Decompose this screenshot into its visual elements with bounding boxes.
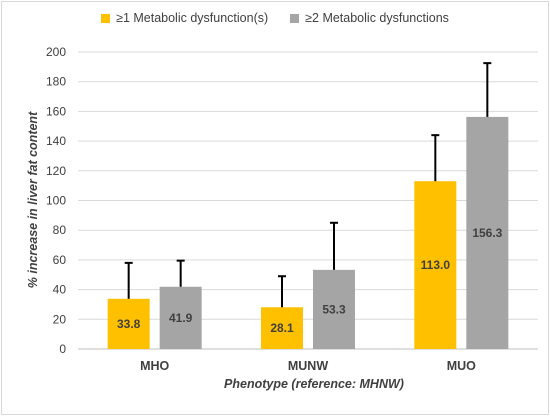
y-tick-label: 40 (53, 283, 67, 297)
bar-2-munw (313, 269, 355, 349)
data-label: 53.3 (322, 302, 346, 316)
legend-label-series-1: ≥1 Metabolic dysfunction(s) (116, 11, 269, 25)
category-label-muo: MUO (447, 359, 476, 373)
category-label-mho: MHO (140, 359, 169, 373)
legend-item-series-2: ≥2 Metabolic dysfunctions (290, 11, 449, 25)
data-label: 156.3 (472, 226, 502, 240)
y-tick-label: 140 (46, 134, 66, 148)
category-labels: MHO MUNW MUO (140, 359, 476, 373)
y-axis-title: % increase in liver fat content (26, 111, 40, 288)
y-tick-label: 80 (53, 223, 67, 237)
y-tick-label: 200 (46, 45, 66, 59)
data-label: 28.1 (270, 321, 294, 335)
category-label-munw: MUNW (288, 359, 328, 373)
data-labels: 33.8 41.9 28.1 53.3 113.0 156.3 (117, 226, 503, 335)
legend-swatch-series-2 (290, 13, 300, 23)
y-tick-label: 60 (53, 253, 67, 267)
legend-label-series-2: ≥2 Metabolic dysfunctions (305, 11, 449, 25)
gridlines (78, 51, 538, 350)
bars (107, 116, 509, 349)
data-label: 41.9 (169, 311, 193, 325)
data-label: 113.0 (421, 258, 451, 272)
bar-2-mho (159, 286, 202, 349)
bar-1-mho (107, 298, 150, 349)
bar-2-muo (466, 116, 509, 349)
y-tick-labels: 0 20 40 60 80 100 120 140 160 180 200 (46, 45, 66, 356)
error-bars (124, 62, 492, 308)
bar-1-muo (414, 181, 457, 349)
x-axis-title: Phenotype (reference: MHNW) (224, 377, 404, 391)
y-tick-label: 120 (46, 164, 66, 178)
data-label: 33.8 (117, 317, 141, 331)
y-tick-label: 20 (53, 312, 67, 326)
legend: ≥1 Metabolic dysfunction(s) ≥2 Metabolic… (0, 11, 550, 25)
legend-swatch-series-1 (101, 13, 111, 23)
y-tick-label: 100 (46, 194, 66, 208)
y-tick-label: 0 (59, 342, 66, 356)
bar-1-munw (261, 307, 303, 349)
legend-item-series-1: ≥1 Metabolic dysfunction(s) (101, 11, 268, 25)
y-tick-label: 160 (46, 104, 66, 118)
y-tick-label: 180 (46, 75, 66, 89)
